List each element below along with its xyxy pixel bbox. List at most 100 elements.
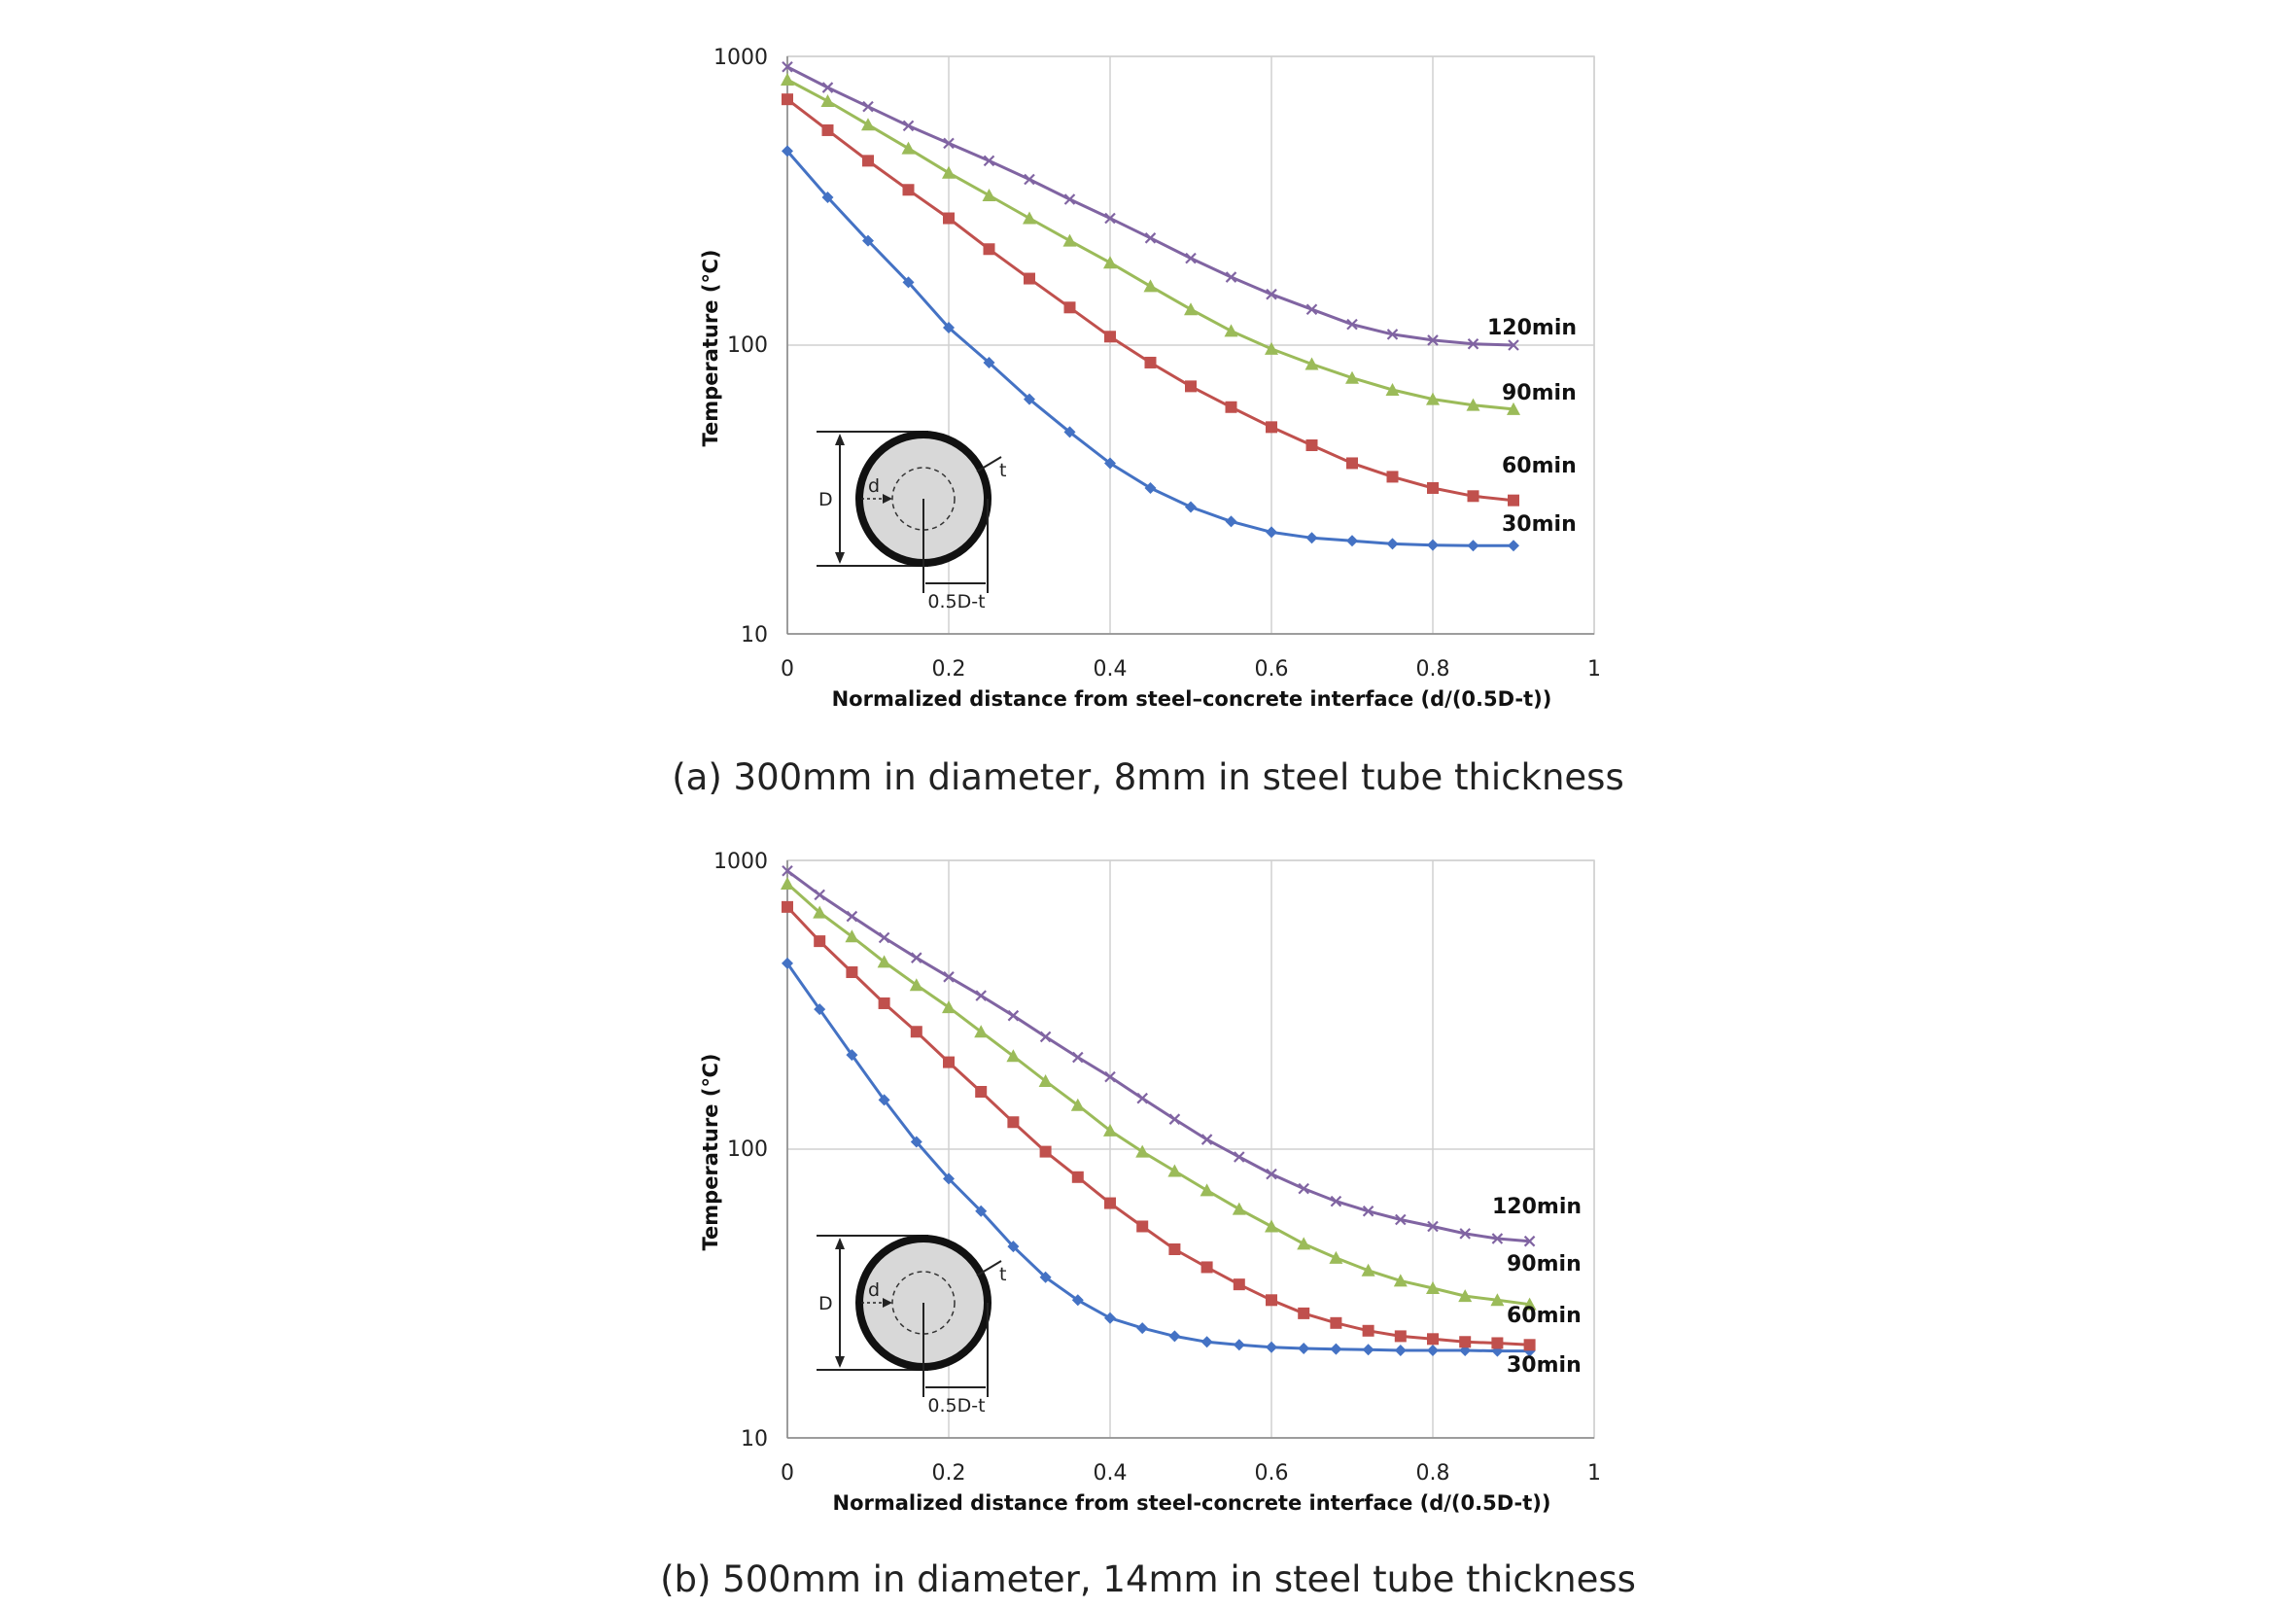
data-point [1184,302,1198,316]
data-point [1104,212,1116,225]
data-point [1459,1344,1472,1356]
x-ticks: 0 0.2 0.4 0.6 0.8 1 [781,1461,1601,1486]
data-point [1072,1051,1084,1064]
data-point [1297,1237,1311,1250]
data-point [902,184,915,196]
data-point [1522,1297,1537,1311]
series-60min [782,93,1519,507]
x-tick-label: 1 [1587,1461,1601,1486]
y-ticks: 1000 100 10 [713,46,768,647]
data-point [1224,324,1238,337]
data-point [1393,1274,1408,1287]
series-120min [782,60,1519,351]
data-point [1233,1278,1245,1291]
data-point [1144,356,1157,368]
data-point [1386,471,1399,483]
data-point [1063,193,1076,205]
x-tick-label: 0 [781,1461,794,1486]
chart-b: 1000 100 10 0 0.2 0.4 0.6 0.8 1 Normaliz… [699,850,1601,1515]
arrowhead-icon [835,1356,845,1368]
data-point [1330,1316,1342,1329]
data-point [1362,1205,1374,1217]
data-point [943,321,955,333]
data-point [902,120,915,132]
y-ticks: 1000 100 10 [713,850,768,1452]
data-point [943,1172,955,1185]
data-point [861,118,875,131]
data-point [1523,1339,1536,1351]
y-tick-label: 100 [727,333,768,358]
data-point [1007,1241,1020,1253]
data-point [1168,1113,1181,1125]
data-point [1007,1009,1020,1022]
data-point [1063,301,1076,314]
data-point [975,1085,988,1098]
y-tick-label: 10 [741,623,768,647]
data-point [1200,1134,1213,1145]
y-axis-title: Temperature (℃) [699,250,722,447]
data-point [821,82,834,93]
data-point [1330,1195,1342,1207]
caption-a: (a) 300mm in diameter, 8mm in steel tube… [672,756,1624,798]
arrowhead-icon [835,1238,845,1249]
x-ticks: 0 0.2 0.4 0.6 0.8 1 [781,657,1601,682]
data-point [1330,1343,1342,1355]
data-point [1427,481,1439,494]
series-60min [782,900,1536,1351]
inset-label-d: d [868,1279,880,1301]
series-label-90min: 90min [1502,381,1577,405]
data-point [1200,1261,1213,1274]
data-point [1305,357,1319,370]
data-point [1039,1031,1052,1043]
data-point [782,93,793,106]
t-arrow [976,1260,1002,1277]
data-point [982,189,996,202]
data-point [1071,1294,1084,1307]
data-point [821,123,834,136]
data-point [1427,539,1439,551]
cross-section-inset: D d t 0.5D-t [817,431,1006,612]
data-point [1508,494,1519,507]
data-point [862,155,874,167]
data-point [1305,532,1318,544]
data-point [1038,1074,1053,1088]
data-point [1491,1337,1504,1349]
arrowhead-icon [835,434,845,445]
data-point [1266,421,1277,434]
y-tick-label: 1000 [713,850,768,874]
data-point [1185,380,1197,393]
data-point [1386,538,1399,550]
data-point [1225,271,1237,283]
data-point [1467,490,1479,503]
data-point [983,356,995,368]
data-point [1346,457,1358,470]
inset-label-t: t [999,460,1006,481]
data-point [1427,334,1439,346]
data-point [782,957,793,969]
data-point [1298,1307,1310,1319]
x-tick-label: 0.2 [932,657,966,682]
data-point [782,60,793,73]
series-90min [781,73,1520,415]
arrowhead-icon [835,552,845,564]
data-point [1394,1330,1407,1343]
data-point [846,966,858,979]
data-point [1039,1145,1052,1158]
x-axis-title: Normalized distance from steel–concrete … [832,687,1552,711]
data-point [1143,279,1158,293]
data-point [1167,1164,1182,1177]
data-point [1225,515,1237,528]
series-label-90min: 90min [1507,1252,1582,1277]
data-point [1508,339,1519,351]
data-point [1144,232,1157,244]
data-point [1024,173,1035,186]
data-point [1305,303,1318,315]
data-point [1200,1183,1214,1197]
data-point [1185,252,1197,264]
data-point [1104,1312,1116,1324]
caption-b: (b) 500mm in diameter, 14mm in steel tub… [660,1558,1636,1600]
data-point [942,165,956,179]
data-point [821,191,834,203]
data-point [781,877,794,891]
data-point [909,978,923,992]
